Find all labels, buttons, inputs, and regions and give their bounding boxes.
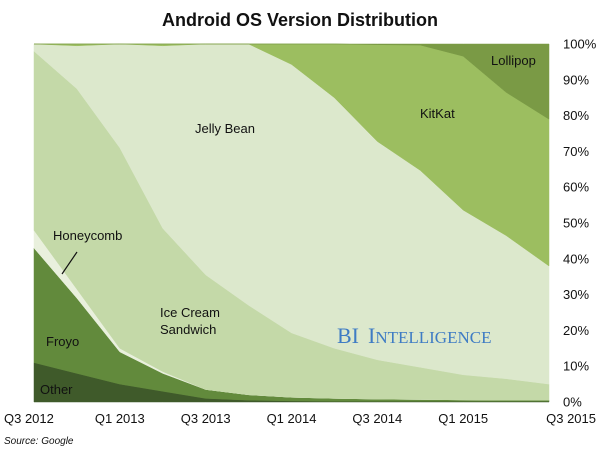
x-tick-label: Q1 2015 (438, 411, 488, 426)
watermark-rest: NTELLIGENCE (375, 328, 491, 347)
y-tick-label: 10% (563, 359, 589, 374)
label-ics-line1: Ice Cream (160, 305, 220, 320)
y-tick-label: 70% (563, 144, 589, 159)
honeycomb-leader-line (61, 251, 78, 275)
y-tick-label: 80% (563, 108, 589, 123)
watermark-i: I (368, 323, 375, 348)
label-froyo: Froyo (46, 334, 79, 349)
source-note: Source: Google (4, 436, 74, 447)
y-tick-label: 30% (563, 287, 589, 302)
y-tick-label: 100% (563, 37, 597, 52)
x-tick-label: Q3 2013 (181, 411, 231, 426)
label-ics-line2: Sandwich (160, 322, 216, 337)
x-tick-label: Q1 2014 (267, 411, 317, 426)
watermark-bi-intelligence: BI INTELLIGENCE (337, 323, 491, 348)
x-tick-label: Q3 2012 (4, 411, 54, 426)
y-tick-label: 50% (563, 216, 589, 231)
y-tick-label: 0% (563, 395, 582, 410)
label-honeycomb: Honeycomb (53, 228, 122, 243)
y-tick-label: 90% (563, 72, 589, 87)
y-tick-label: 60% (563, 180, 589, 195)
watermark-bi: BI (337, 323, 359, 348)
x-tick-label: Q3 2015 (546, 411, 596, 426)
area-lollipop (34, 43, 550, 120)
chart-title: Android OS Version Distribution (162, 10, 438, 30)
y-axis-ticks: 0% 10% 20% 30% 40% 50% 60% 70% 80% 90% 100% (563, 37, 597, 410)
area-series-group (33, 43, 550, 403)
label-other: Other (40, 382, 73, 397)
x-axis-ticks: Q3 2012 Q1 2013 Q3 2013 Q1 2014 Q3 2014 Q1 20… (4, 411, 596, 426)
label-lollipop: Lollipop (491, 53, 536, 68)
label-jellybean: Jelly Bean (195, 121, 255, 136)
label-kitkat: KitKat (420, 106, 455, 121)
x-tick-label: Q3 2014 (352, 411, 402, 426)
y-tick-label: 40% (563, 251, 589, 266)
x-tick-label: Q1 2013 (95, 411, 145, 426)
y-tick-label: 20% (563, 323, 589, 338)
